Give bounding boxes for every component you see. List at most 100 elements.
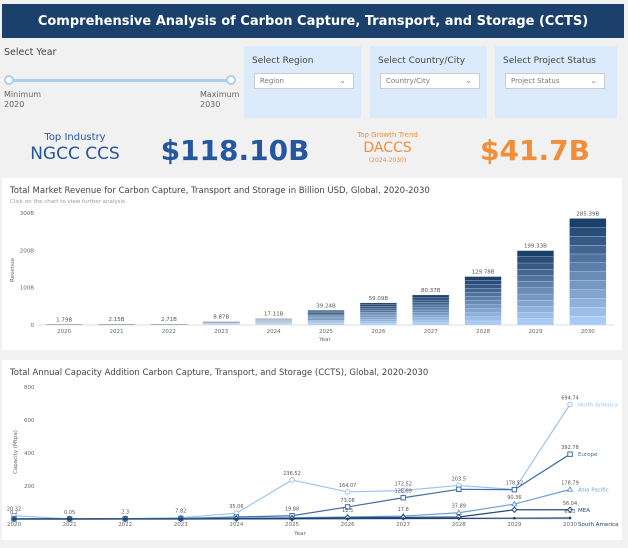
bar-segment [464, 308, 502, 313]
region-placeholder: Region [260, 77, 284, 85]
year-min-readout: Minimum 2020 [4, 90, 41, 110]
bar-segment [359, 315, 397, 318]
bar-data-label: 285.39B [576, 211, 599, 217]
bar-segment [307, 312, 345, 315]
point-data-label: 19.88 [285, 507, 299, 513]
country-filter-label: Select Country/City [378, 56, 466, 66]
x-axis-label: Year [318, 337, 331, 343]
data-point [346, 517, 349, 520]
bar-segment [517, 262, 554, 270]
x-tick-label: 2027 [424, 329, 438, 335]
bar-segment [412, 319, 450, 323]
year-max-readout: Maximum 2030 [200, 90, 239, 110]
bar-segment [359, 302, 397, 305]
year-slider-min-handle[interactable] [4, 75, 14, 85]
y-tick-label: 200 [24, 484, 35, 490]
x-tick-label: 2020 [57, 329, 71, 335]
x-tick-label: 2030 [581, 329, 595, 335]
bar-segment [464, 304, 502, 309]
dashboard-header: Comprehensive Analysis of Carbon Capture… [2, 4, 624, 38]
bar-segment [359, 313, 397, 316]
country-placeholder: Country/City [386, 77, 430, 85]
bar-segment [307, 323, 345, 326]
data-point [511, 500, 518, 507]
capacity-chart-panel[interactable]: Total Annual Capacity Addition Carbon Ca… [2, 360, 622, 540]
bar-segment [569, 253, 607, 263]
status-dropdown[interactable]: Project Status ⌄ [505, 73, 605, 89]
point-data-label: 0.2 [10, 510, 18, 516]
bar-segment [569, 236, 607, 246]
x-tick-label: 2022 [118, 522, 132, 528]
point-data-label: 56.04 [563, 501, 577, 507]
max-value: 2030 [200, 100, 221, 109]
bar-segment [307, 317, 345, 319]
page-title: Comprehensive Analysis of Carbon Capture… [37, 13, 589, 29]
bar-segment [359, 308, 397, 311]
bar-segment [412, 317, 450, 321]
bar-segment [464, 316, 502, 322]
x-tick-label: 2025 [285, 522, 299, 528]
bar-segment [359, 310, 397, 313]
y-axis-label: Revenue [10, 257, 16, 282]
data-point [235, 517, 238, 521]
year-slider-max-handle[interactable] [226, 75, 236, 85]
bar-segment [307, 321, 345, 323]
y-tick-label: 200B [20, 248, 34, 254]
region-filter-label: Select Region [252, 56, 314, 66]
x-tick-label: 2021 [63, 522, 77, 528]
bar-segment [359, 317, 397, 320]
bar-segment [412, 304, 450, 308]
point-data-label: 236.52 [283, 471, 301, 477]
status-filter-label: Select Project Status [503, 56, 596, 66]
year-filter-label: Select Year [4, 47, 57, 58]
max-label: Maximum [200, 90, 240, 99]
chevron-down-icon: ⌄ [465, 76, 472, 85]
bar-segment [98, 324, 135, 325]
x-tick-label: 2020 [7, 522, 21, 528]
data-point [511, 506, 518, 514]
year-slider-track[interactable] [8, 79, 234, 82]
x-tick-label: 2027 [396, 522, 410, 528]
capacity-line-chart[interactable]: 200 400 600 800 Capacity (Mtpa) Year 2020 2021 2… [2, 360, 622, 540]
point-data-label: 172.52 [394, 482, 412, 488]
min-label: Minimum [4, 90, 42, 99]
bar-segment [255, 318, 293, 320]
bar-segment [517, 318, 554, 326]
top-industry-kpi: Top Industry NGCC CCS [20, 132, 130, 164]
revenue-chart-panel[interactable]: Total Market Revenue for Carbon Capture,… [2, 178, 622, 350]
bar-segment [464, 292, 502, 297]
bar-segment [307, 318, 345, 321]
point-data-label: 73.08 [340, 498, 354, 504]
data-point [456, 486, 462, 492]
revenue-bar-chart[interactable]: 0 100B 200B 300B Revenue Year 1.79B 2020 2.15B 20… [2, 178, 622, 350]
x-tick-label: 2028 [452, 522, 466, 528]
data-point [511, 486, 518, 493]
region-dropdown[interactable]: Region ⌄ [254, 73, 354, 89]
data-point [289, 477, 295, 483]
bar-segment [517, 306, 554, 313]
data-point [567, 401, 573, 408]
data-point [344, 489, 351, 495]
y-tick-label: 0 [31, 323, 35, 329]
point-data-label: 178.79 [561, 480, 579, 486]
bar-data-label: 8.87B [213, 315, 229, 321]
bar-segment [569, 298, 607, 308]
top-industry-amount: $118.10B [160, 134, 310, 167]
bar-segment [307, 320, 345, 322]
bar-data-label: 39.24B [316, 303, 336, 309]
bar-segment [517, 250, 554, 257]
bar-segment [464, 284, 502, 289]
growth-period: (2024-2030) [368, 157, 407, 164]
country-dropdown[interactable]: Country/City ⌄ [380, 73, 480, 89]
chevron-down-icon: ⌄ [590, 76, 597, 85]
bar-segment [412, 302, 450, 306]
x-tick-label: 2026 [371, 329, 385, 335]
bar-segment [412, 299, 450, 303]
country-filter-card: Select Country/City Country/City ⌄ [370, 46, 487, 118]
legend-label: MEA [578, 508, 590, 514]
bar-data-label: 59.09B [369, 296, 389, 302]
bar-segment [464, 296, 502, 301]
x-tick-label: 2028 [476, 329, 490, 335]
point-data-label: 35.06 [229, 504, 243, 510]
year-range-filter: Select Year Minimum 2020 Maximum 2030 [2, 44, 242, 110]
